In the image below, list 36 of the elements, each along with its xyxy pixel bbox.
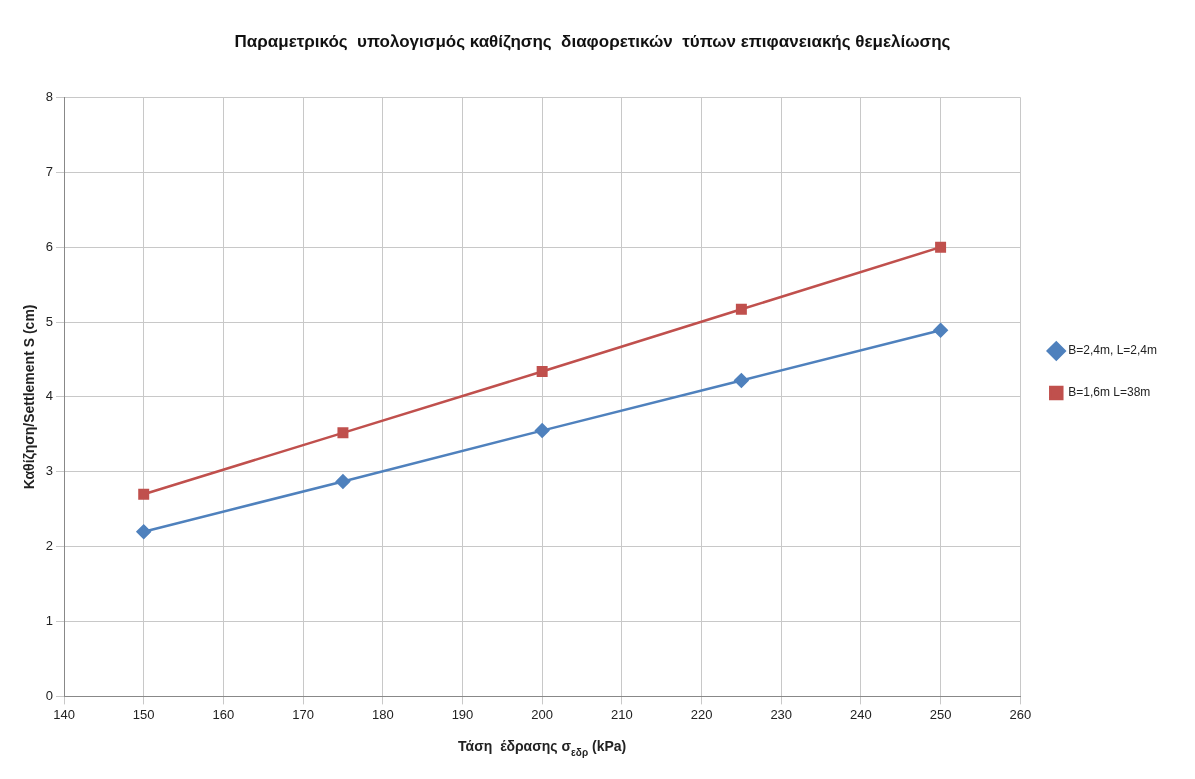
x-tick-label: 220 — [690, 706, 713, 722]
y-tick-label: 4 — [45, 388, 54, 404]
point — [735, 303, 747, 315]
x-tick-label: 200 — [531, 706, 554, 722]
x-tick-label: 170 — [292, 706, 314, 722]
y-tick-label: 6 — [45, 238, 54, 254]
chart-title: Παραμετρικός υπολογισμός καθίζησης διαφορετικών τύπων επιφανειακής θεμελίωσης — [234, 31, 951, 51]
x-tick-label: 250 — [929, 706, 952, 722]
x-tick-label: 150 — [132, 706, 155, 722]
y-tick-label: 0 — [45, 687, 54, 703]
x-tick-label: 180 — [371, 706, 394, 722]
y-tick-label: 3 — [45, 463, 54, 479]
point — [138, 488, 150, 500]
legend-label: B=1,6m L=38m — [1068, 385, 1151, 400]
point — [534, 423, 550, 438]
y-tick-label: 5 — [45, 313, 54, 329]
y-axis-title: Καθίζηση/Settlement S (cm) — [21, 304, 38, 490]
x-tick-label: 240 — [850, 706, 872, 722]
legend-label: B=2,4m, L=2,4m — [1068, 343, 1157, 358]
y-tick-label: 1 — [45, 613, 54, 629]
x-tick-label: 210 — [610, 706, 633, 722]
point — [734, 373, 749, 388]
x-tick-label: 190 — [451, 706, 474, 722]
x-tick-label: 260 — [1009, 706, 1032, 722]
point — [536, 365, 548, 377]
point — [935, 241, 947, 253]
point — [335, 474, 351, 489]
point — [933, 323, 948, 338]
y-tick-label: 7 — [45, 163, 54, 179]
x-tick-label: 140 — [53, 706, 75, 722]
x-tick-label: 160 — [212, 706, 235, 722]
point — [136, 524, 151, 539]
y-tick-label: 8 — [45, 88, 54, 104]
x-tick-label: 230 — [770, 706, 793, 722]
y-tick-label: 2 — [45, 538, 54, 554]
point — [337, 427, 349, 439]
